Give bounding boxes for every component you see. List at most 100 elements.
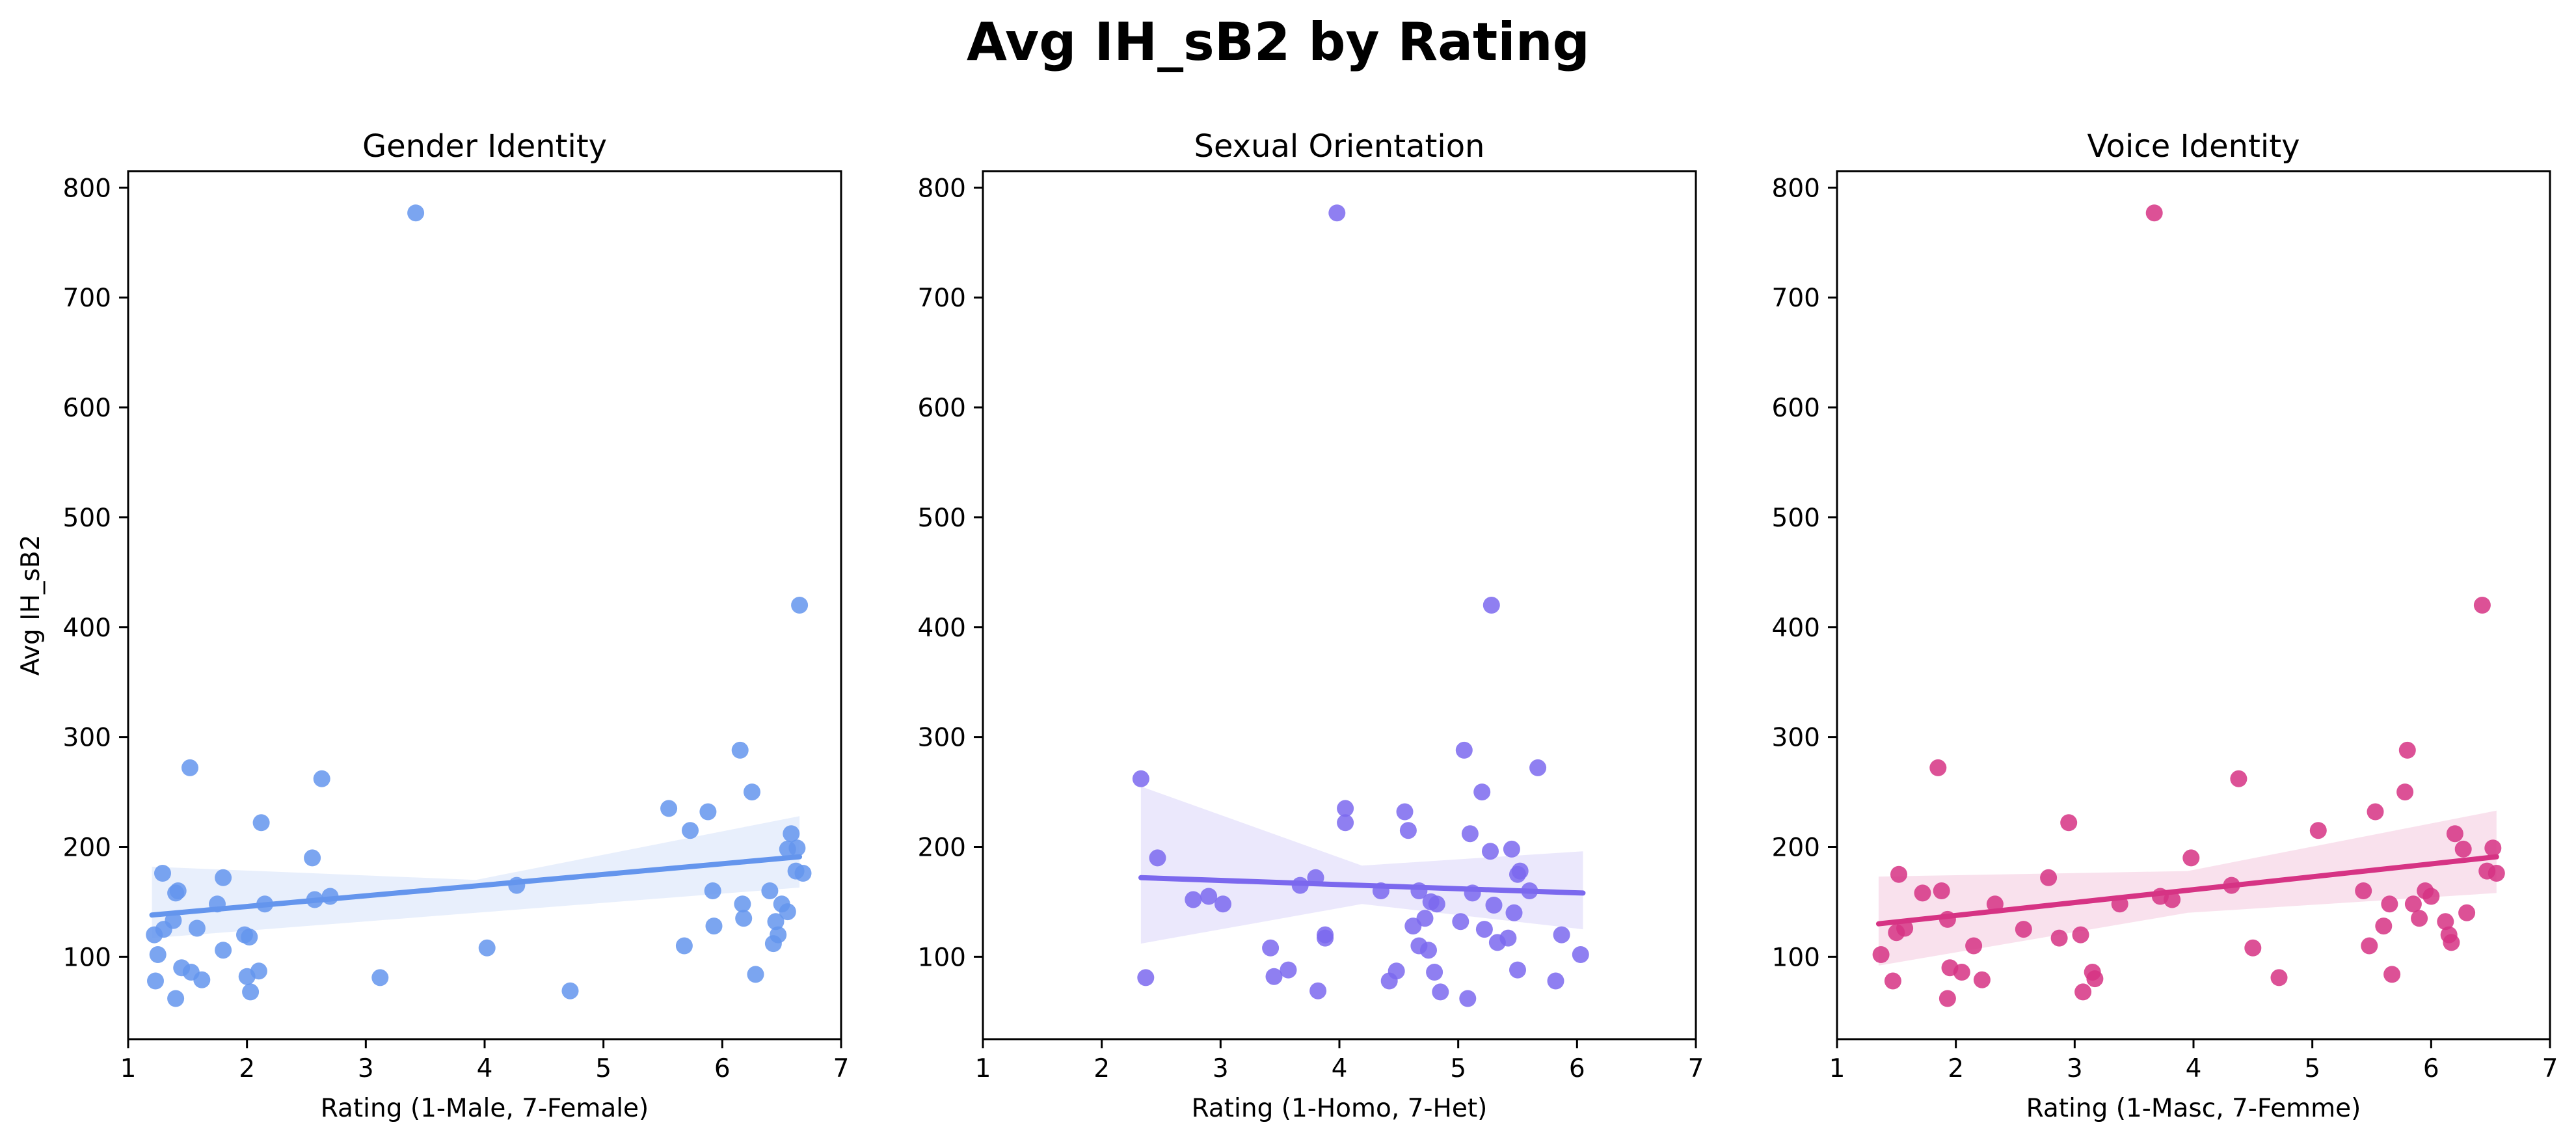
- data-point: [250, 962, 267, 980]
- data-point: [1503, 840, 1520, 858]
- x-tick-label: 5: [1450, 1054, 1466, 1083]
- data-point: [1396, 803, 1414, 821]
- data-point: [704, 882, 721, 899]
- data-point: [2072, 926, 2089, 944]
- data-point: [2182, 849, 2200, 867]
- data-point: [731, 741, 749, 759]
- data-point: [1317, 929, 1334, 947]
- data-point: [2309, 822, 2327, 839]
- x-tick-label: 2: [239, 1054, 255, 1083]
- y-tick-label: 500: [918, 504, 966, 533]
- data-point: [1416, 910, 1434, 927]
- data-point: [794, 865, 812, 882]
- x-axis-label: Rating (1-Homo, 7-Het): [1192, 1094, 1488, 1123]
- data-point: [761, 882, 779, 899]
- regression-line: [149, 854, 803, 918]
- data-point: [2361, 937, 2378, 955]
- data-point: [744, 783, 760, 801]
- data-point: [2060, 814, 2078, 832]
- y-tick-label: 400: [918, 614, 966, 643]
- data-point: [2074, 983, 2092, 1001]
- x-tick-label: 2: [1093, 1054, 1110, 1083]
- data-point: [2164, 891, 2181, 908]
- data-point: [2454, 840, 2472, 858]
- data-point: [1452, 913, 1469, 931]
- data-point: [371, 969, 389, 986]
- data-point: [1420, 942, 1437, 959]
- data-point: [660, 800, 678, 817]
- x-tick-label: 4: [1332, 1054, 1348, 1083]
- data-point: [1388, 962, 1405, 980]
- data-point: [2230, 770, 2247, 787]
- data-point: [2437, 913, 2454, 931]
- data-point: [1890, 865, 1907, 883]
- x-tick-label: 4: [2186, 1054, 2202, 1083]
- data-point: [747, 966, 764, 983]
- panel-title: Gender Identity: [362, 128, 607, 165]
- regression-line: [1875, 854, 2499, 927]
- data-point: [2244, 939, 2262, 957]
- data-point: [304, 849, 321, 867]
- data-point: [734, 895, 751, 913]
- data-point: [1547, 972, 1564, 990]
- data-point: [1872, 946, 1890, 963]
- data-point: [407, 204, 425, 222]
- panel-2: Sexual Orientation 1 2 3 4 5 6 7 100 200 300 400 500…: [918, 128, 1704, 1123]
- y-tick-label: 200: [1772, 833, 1820, 862]
- data-point: [1185, 891, 1202, 908]
- y-tick-label: 300: [1772, 724, 1820, 753]
- data-point: [735, 910, 753, 927]
- data-point: [1132, 770, 1149, 787]
- x-tick-label: 7: [1688, 1054, 1704, 1083]
- y-tick-label: 600: [1772, 394, 1820, 423]
- data-point: [149, 946, 167, 963]
- data-point: [1137, 969, 1155, 986]
- data-point: [2398, 741, 2416, 759]
- x-tick-label: 3: [2067, 1054, 2083, 1083]
- data-point: [2443, 934, 2460, 951]
- data-point: [147, 972, 164, 990]
- data-point: [561, 982, 579, 999]
- data-point: [2381, 895, 2398, 913]
- y-tick-label: 400: [63, 614, 111, 643]
- x-tick-label: 1: [120, 1054, 137, 1083]
- x-tick-label: 3: [358, 1054, 374, 1083]
- data-point: [2411, 910, 2428, 927]
- data-point: [1884, 972, 1901, 990]
- data-point: [2145, 204, 2163, 222]
- data-point: [1953, 964, 1970, 981]
- regression-line: [1138, 875, 1586, 896]
- y-tick-label: 100: [918, 943, 966, 972]
- data-point: [181, 759, 198, 776]
- y-tick-label: 700: [1772, 284, 1820, 313]
- data-point: [215, 942, 232, 959]
- data-point: [2473, 597, 2491, 614]
- y-tick-label: 700: [63, 284, 111, 313]
- x-tick-label: 5: [595, 1054, 611, 1083]
- y-tick-label: 500: [1772, 504, 1820, 533]
- panel-title: Voice Identity: [2087, 128, 2300, 165]
- data-point: [193, 971, 211, 988]
- data-point: [682, 822, 699, 839]
- y-tick-label: 300: [918, 724, 966, 753]
- data-point: [1529, 759, 1547, 776]
- y-tick-label: 100: [1772, 943, 1820, 972]
- data-point: [675, 937, 693, 955]
- data-point: [1933, 882, 1950, 899]
- y-tick-label: 200: [918, 833, 966, 862]
- y-tick-label: 500: [63, 504, 111, 533]
- data-point: [1511, 862, 1529, 880]
- data-point: [2488, 865, 2505, 882]
- data-point: [1280, 961, 1297, 979]
- data-point: [1337, 800, 1354, 817]
- x-tick-label: 4: [477, 1054, 493, 1083]
- data-point: [2383, 966, 2401, 983]
- x-tick-label: 1: [1829, 1054, 1845, 1083]
- data-point: [1149, 849, 1166, 867]
- y-tick-label: 400: [1772, 614, 1820, 643]
- data-point: [1499, 929, 1517, 947]
- x-tick-label: 2: [1948, 1054, 1964, 1083]
- x-tick-label: 6: [1569, 1054, 1585, 1083]
- data-point: [705, 918, 723, 935]
